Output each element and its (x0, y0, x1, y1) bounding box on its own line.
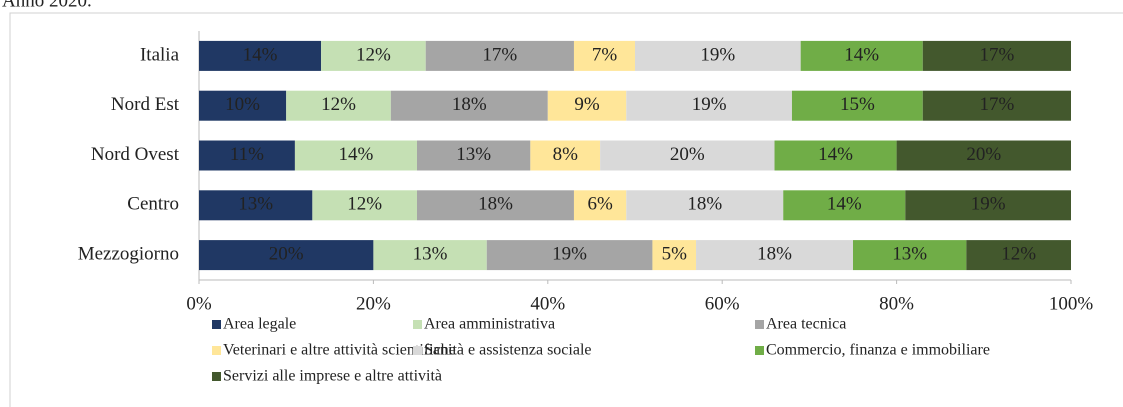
data-label: 5% (662, 243, 688, 264)
bar-segment (573, 40, 635, 71)
data-label: 13% (456, 144, 491, 165)
bar-segment (922, 40, 1071, 71)
data-label: 17% (979, 44, 1014, 65)
data-label: 13% (413, 243, 448, 264)
bar-segment (600, 140, 775, 171)
bar-segment (530, 140, 601, 171)
data-label: 13% (238, 194, 273, 215)
bar-segment (696, 240, 853, 271)
legend-label: Area tecnica (766, 316, 846, 333)
data-label: 10% (225, 94, 260, 115)
data-label: 15% (840, 94, 875, 115)
bar-segment (486, 240, 653, 271)
bar-segment (199, 190, 313, 221)
bar-segment (922, 90, 1071, 121)
data-label: 12% (1001, 243, 1036, 264)
bar-segment (800, 40, 923, 71)
bar-segment (547, 90, 627, 121)
y-tick-label: Mezzogiorno (78, 243, 179, 264)
data-label: 7% (592, 44, 618, 65)
data-label: 19% (552, 243, 587, 264)
data-label: 17% (482, 44, 517, 65)
data-label: 14% (243, 44, 278, 65)
data-label: 19% (700, 44, 735, 65)
data-label: 18% (687, 194, 722, 215)
data-label: 20% (966, 144, 1001, 165)
legend-label: Commercio, finanza e immobiliare (766, 342, 990, 359)
x-tick-label: 80% (879, 293, 914, 314)
data-label: 13% (892, 243, 927, 264)
bar-segment (573, 190, 627, 221)
data-label: 12% (321, 94, 356, 115)
data-label: 20% (670, 144, 705, 165)
y-tick-label: Nord Est (111, 94, 180, 115)
data-label: 14% (339, 144, 374, 165)
data-label: 14% (818, 144, 853, 165)
data-label: 6% (587, 194, 613, 215)
data-label: 9% (574, 94, 600, 115)
x-tick-label: 20% (356, 293, 391, 314)
bar-segment (417, 140, 531, 171)
data-label: 12% (356, 44, 391, 65)
x-tick-label: 40% (530, 293, 565, 314)
chart-subtitle: Anno 2020. (2, 0, 92, 11)
bar-segment (783, 190, 906, 221)
y-tick-label: Nord Ovest (91, 144, 180, 165)
bar-segment (853, 240, 967, 271)
bar-segment (905, 190, 1071, 221)
x-tick-label: 60% (705, 293, 740, 314)
bar-segment (626, 90, 792, 121)
data-label: 17% (979, 94, 1014, 115)
bar-segment (626, 190, 784, 221)
data-label: 18% (452, 94, 487, 115)
legend-swatch (212, 320, 221, 329)
bar-segment (966, 240, 1071, 271)
legend-swatch (755, 320, 764, 329)
data-label: 8% (553, 144, 579, 165)
bar-segment (199, 90, 287, 121)
data-label: 19% (692, 94, 727, 115)
bar-segment (321, 40, 426, 71)
bar-segment (199, 140, 295, 171)
bar-segment (286, 90, 391, 121)
legend-label: Area amministrativa (424, 316, 555, 333)
data-label: 12% (347, 194, 382, 215)
bar-segment (199, 240, 374, 271)
bar-segment (373, 240, 487, 271)
data-label: 18% (478, 194, 513, 215)
chart-frame (9, 12, 1123, 407)
y-tick-label: Italia (140, 44, 180, 65)
bar-segment (390, 90, 548, 121)
legend-label: Area legale (223, 316, 296, 333)
bar-segment (774, 140, 897, 171)
legend-swatch (212, 346, 221, 355)
data-label: 19% (971, 194, 1006, 215)
bar-segment (652, 240, 697, 271)
data-label: 11% (230, 144, 264, 165)
legend-label: Servizi alle imprese e altre attività (223, 368, 442, 385)
legend-label: Sanità e assistenza sociale (424, 342, 592, 359)
bar-segment (417, 190, 574, 221)
bar-segment (312, 190, 417, 221)
bar-segment (425, 40, 574, 71)
bar-segment (896, 140, 1071, 171)
x-tick-label: 100% (1049, 293, 1094, 314)
bar-segment (294, 140, 417, 171)
legend-swatch (212, 372, 221, 381)
legend-swatch (413, 346, 422, 355)
bar-segment (199, 40, 322, 71)
legend-swatch (755, 346, 764, 355)
bar-segment (635, 40, 801, 71)
x-tick-label: 0% (186, 293, 212, 314)
legend-swatch (413, 320, 422, 329)
y-tick-label: Centro (127, 194, 179, 215)
data-label: 14% (827, 194, 862, 215)
legend-label: Veterinari e altre attività scientifiche (223, 342, 456, 359)
data-label: 14% (844, 44, 879, 65)
bar-segment (791, 90, 923, 121)
data-label: 20% (269, 243, 304, 264)
data-label: 18% (757, 243, 792, 264)
